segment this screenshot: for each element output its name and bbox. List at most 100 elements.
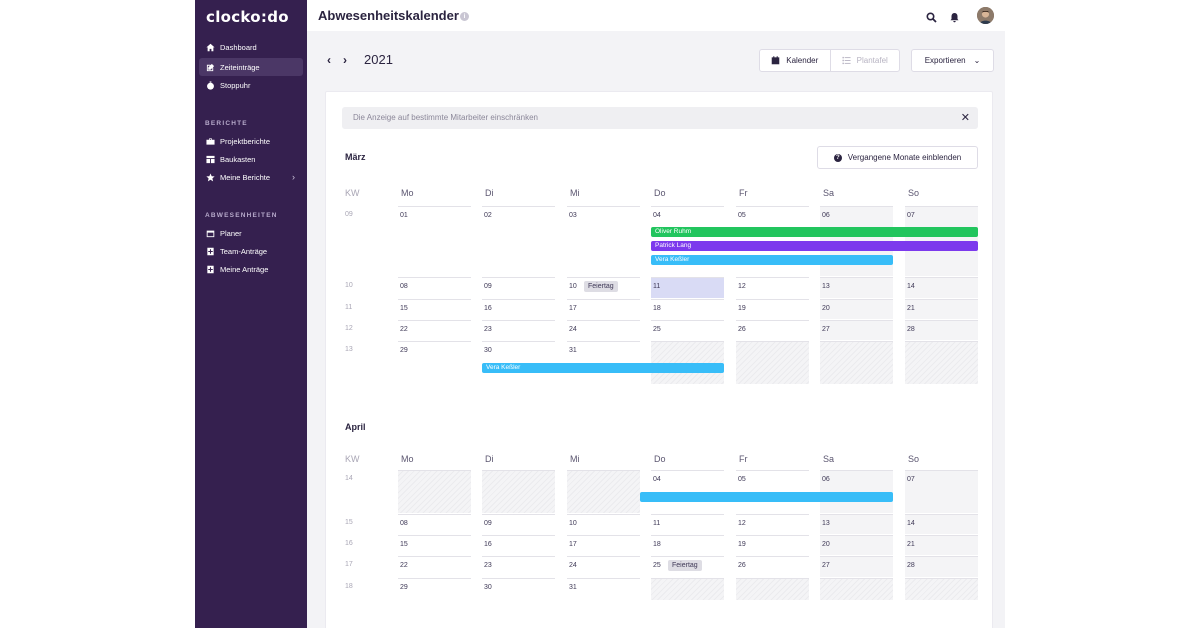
day-cell[interactable]: 08 xyxy=(398,514,471,534)
day-cell[interactable]: 10 xyxy=(567,514,640,534)
day-cell[interactable]: 27 xyxy=(820,320,893,340)
day-cell[interactable]: 29 xyxy=(398,578,471,600)
day-cell[interactable]: 17 xyxy=(567,299,640,319)
day-cell[interactable]: 12 xyxy=(736,514,809,534)
absence-bar[interactable]: Vera Keßler xyxy=(651,255,893,265)
day-cell[interactable]: 24 xyxy=(567,556,640,577)
day-cell[interactable]: 07 xyxy=(905,470,978,513)
edit-icon xyxy=(205,62,215,72)
day-cell[interactable]: 23 xyxy=(482,556,555,577)
absence-bar[interactable]: Vera Keßler xyxy=(482,363,724,373)
prev-year-button[interactable]: ‹ xyxy=(327,53,331,67)
day-cell[interactable]: 06 xyxy=(820,470,893,513)
sidebar-item-meine-berichte[interactable]: Meine Berichte › xyxy=(199,168,303,186)
sidebar-item-dashboard[interactable]: Dashboard xyxy=(199,38,303,56)
day-cell[interactable]: 21 xyxy=(905,535,978,555)
day-cell[interactable]: 27 xyxy=(820,556,893,577)
day-number: 18 xyxy=(653,541,661,548)
view-calendar-button[interactable]: Kalender xyxy=(760,50,830,71)
sidebar-item-projektberichte[interactable]: Projektberichte xyxy=(199,132,303,150)
day-cell[interactable]: 09 xyxy=(482,277,555,298)
day-cell[interactable]: 26 xyxy=(736,320,809,340)
bell-icon[interactable] xyxy=(949,10,960,23)
day-number: 18 xyxy=(653,305,661,312)
day-cell[interactable]: 28 xyxy=(905,556,978,577)
day-cell[interactable]: 28 xyxy=(905,320,978,340)
info-icon[interactable]: i xyxy=(460,12,469,21)
day-number: 08 xyxy=(400,520,408,527)
week-number: 10 xyxy=(345,282,353,289)
day-cell[interactable]: 14 xyxy=(905,277,978,298)
sidebar-item-label: Baukasten xyxy=(220,154,256,164)
day-cell[interactable]: 21 xyxy=(905,299,978,319)
day-cell[interactable]: 13 xyxy=(820,514,893,534)
day-cell[interactable]: 16 xyxy=(482,535,555,555)
day-cell[interactable]: 20 xyxy=(820,299,893,319)
sidebar-item-stoppuhr[interactable]: Stoppuhr xyxy=(199,76,303,94)
show-past-months-button[interactable]: ? Vergangene Monate einblenden xyxy=(817,146,978,169)
sidebar-item-meine-antraege[interactable]: Meine Anträge xyxy=(199,260,303,278)
weekday-header: Mo xyxy=(401,454,414,464)
day-cell[interactable]: 31 xyxy=(567,578,640,600)
day-cell[interactable]: 31 xyxy=(567,341,640,384)
week-number: 16 xyxy=(345,540,353,547)
day-cell[interactable]: 26 xyxy=(736,556,809,577)
stopwatch-icon xyxy=(205,80,215,90)
day-cell[interactable]: 20 xyxy=(820,535,893,555)
day-cell[interactable]: 15 xyxy=(398,299,471,319)
day-number: 12 xyxy=(738,520,746,527)
day-cell[interactable]: 22 xyxy=(398,320,471,340)
day-cell[interactable]: 13 xyxy=(820,277,893,298)
sidebar-item-planer[interactable]: Planer xyxy=(199,224,303,242)
weekday-header: Do xyxy=(654,454,666,464)
day-cell[interactable]: 22 xyxy=(398,556,471,577)
absence-bar[interactable]: Oliver Ruhm xyxy=(651,227,978,237)
day-number: 13 xyxy=(822,520,830,527)
sidebar-item-zeiteintraege[interactable]: Zeiteinträge xyxy=(199,58,303,76)
next-year-button[interactable]: › xyxy=(343,53,347,67)
day-cell[interactable]: 04 xyxy=(651,206,724,276)
export-button[interactable]: Exportieren ⌄ xyxy=(911,49,994,72)
day-cell[interactable]: 18 xyxy=(651,299,724,319)
close-icon[interactable]: ✕ xyxy=(960,112,970,124)
day-cell[interactable]: 05 xyxy=(736,206,809,276)
day-cell[interactable]: 19 xyxy=(736,535,809,555)
day-cell[interactable]: 05 xyxy=(736,470,809,513)
view-board-button[interactable]: Plantafel xyxy=(829,50,900,71)
day-cell[interactable]: 14 xyxy=(905,514,978,534)
day-cell[interactable]: 11 xyxy=(651,277,724,298)
absence-bar[interactable]: Patrick Lang xyxy=(651,241,978,251)
employee-filter[interactable]: Die Anzeige auf bestimmte Mitarbeiter ei… xyxy=(342,107,978,129)
day-cell[interactable]: 04 xyxy=(651,470,724,513)
day-cell[interactable]: 12 xyxy=(736,277,809,298)
day-cell[interactable]: 03 xyxy=(567,206,640,276)
day-cell[interactable]: 17 xyxy=(567,535,640,555)
day-cell[interactable]: 08 xyxy=(398,277,471,298)
day-cell[interactable]: 30 xyxy=(482,578,555,600)
day-cell[interactable]: 30 xyxy=(482,341,555,384)
avatar[interactable] xyxy=(977,7,994,24)
day-cell[interactable]: 25 xyxy=(651,320,724,340)
weekday-header: KW xyxy=(345,454,360,464)
empty-day-cell xyxy=(905,578,978,600)
sidebar-item-team-antraege[interactable]: Team-Anträge xyxy=(199,242,303,260)
weekday-header: Di xyxy=(485,454,494,464)
day-cell[interactable]: 09 xyxy=(482,514,555,534)
day-cell[interactable]: 16 xyxy=(482,299,555,319)
day-number: 03 xyxy=(569,212,577,219)
day-cell[interactable]: 25 Feiertag xyxy=(651,556,724,577)
day-cell[interactable]: 29 xyxy=(398,341,471,384)
day-cell[interactable]: 23 xyxy=(482,320,555,340)
day-cell[interactable]: 15 xyxy=(398,535,471,555)
day-cell[interactable]: 01 xyxy=(398,206,471,276)
day-cell[interactable]: 10 Feiertag xyxy=(567,277,640,298)
day-number: 29 xyxy=(400,347,408,354)
day-cell[interactable]: 24 xyxy=(567,320,640,340)
day-cell[interactable]: 11 xyxy=(651,514,724,534)
day-cell[interactable]: 02 xyxy=(482,206,555,276)
sidebar-item-baukasten[interactable]: Baukasten xyxy=(199,150,303,168)
search-icon[interactable] xyxy=(926,10,937,23)
absence-bar[interactable] xyxy=(640,492,893,502)
day-cell[interactable]: 18 xyxy=(651,535,724,555)
day-cell[interactable]: 19 xyxy=(736,299,809,319)
